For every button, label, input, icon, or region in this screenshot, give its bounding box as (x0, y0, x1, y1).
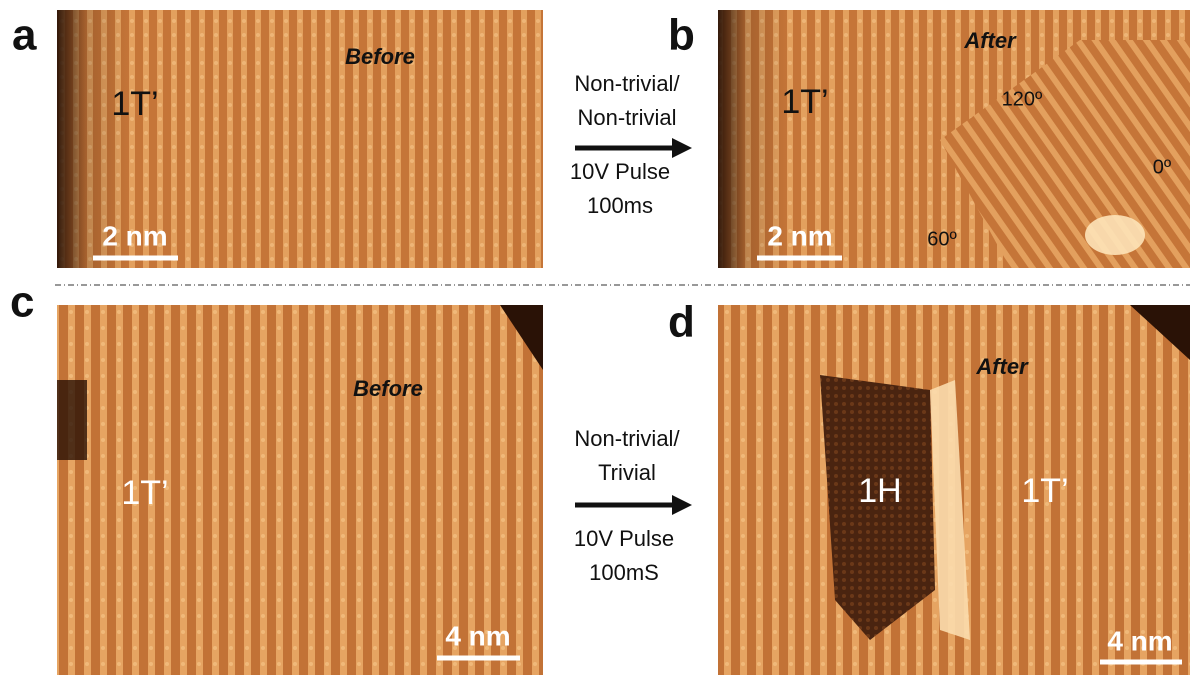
angle-label: 60º (927, 228, 957, 250)
panel-d: d After 1H 1T’ 4 nm (668, 298, 1190, 675)
adatom-cluster (1085, 215, 1145, 255)
image-edge (57, 380, 87, 460)
caption: Before (345, 44, 415, 69)
scale-bar-label: 4 nm (445, 620, 510, 651)
phase-label: 1T’ (121, 474, 168, 512)
caption: After (975, 354, 1029, 379)
caption: Before (353, 376, 423, 401)
panel-label: a (12, 11, 37, 60)
arrow-head (672, 495, 692, 515)
transition-text: Non-trivial/ (574, 426, 680, 451)
transition-text: Trivial (598, 460, 656, 485)
transition-1: Non-trivial/ Non-trivial 10V Pulse 100ms (570, 71, 692, 218)
panel-c: c Before 1T’ 4 nm (10, 278, 543, 675)
panel-label: d (668, 298, 695, 347)
phase-label: 1T’ (111, 85, 158, 123)
pulse-text: 100mS (589, 560, 659, 585)
arrow-head (672, 138, 692, 158)
panel-label: b (668, 11, 695, 60)
scale-bar-label: 4 nm (1107, 625, 1172, 656)
panel-a: a Before 1T’ 2 nm (12, 10, 543, 268)
pulse-text: 10V Pulse (574, 526, 674, 551)
scale-bar-label: 2 nm (102, 220, 167, 251)
panel-b: b After 1T’ 120º 0º 60º 2 nm (668, 10, 1190, 268)
angle-label: 0º (1153, 156, 1172, 178)
transition-text: Non-trivial/ (574, 71, 680, 96)
caption: After (963, 28, 1017, 53)
transition-2: Non-trivial/ Trivial 10V Pulse 100mS (574, 426, 692, 585)
phase-label: 1T’ (781, 83, 828, 121)
transition-text: Non-trivial (577, 105, 676, 130)
phase-label: 1H (858, 472, 901, 510)
angle-label: 120º (1002, 88, 1043, 110)
scale-bar-label: 2 nm (767, 220, 832, 251)
panel-label: c (10, 278, 34, 327)
pulse-text: 10V Pulse (570, 159, 670, 184)
pulse-text: 100ms (587, 193, 653, 218)
figure: a Before 1T’ 2 nm Non-trivial/ Non-trivi… (0, 0, 1194, 675)
phase-label: 1T’ (1021, 472, 1068, 510)
